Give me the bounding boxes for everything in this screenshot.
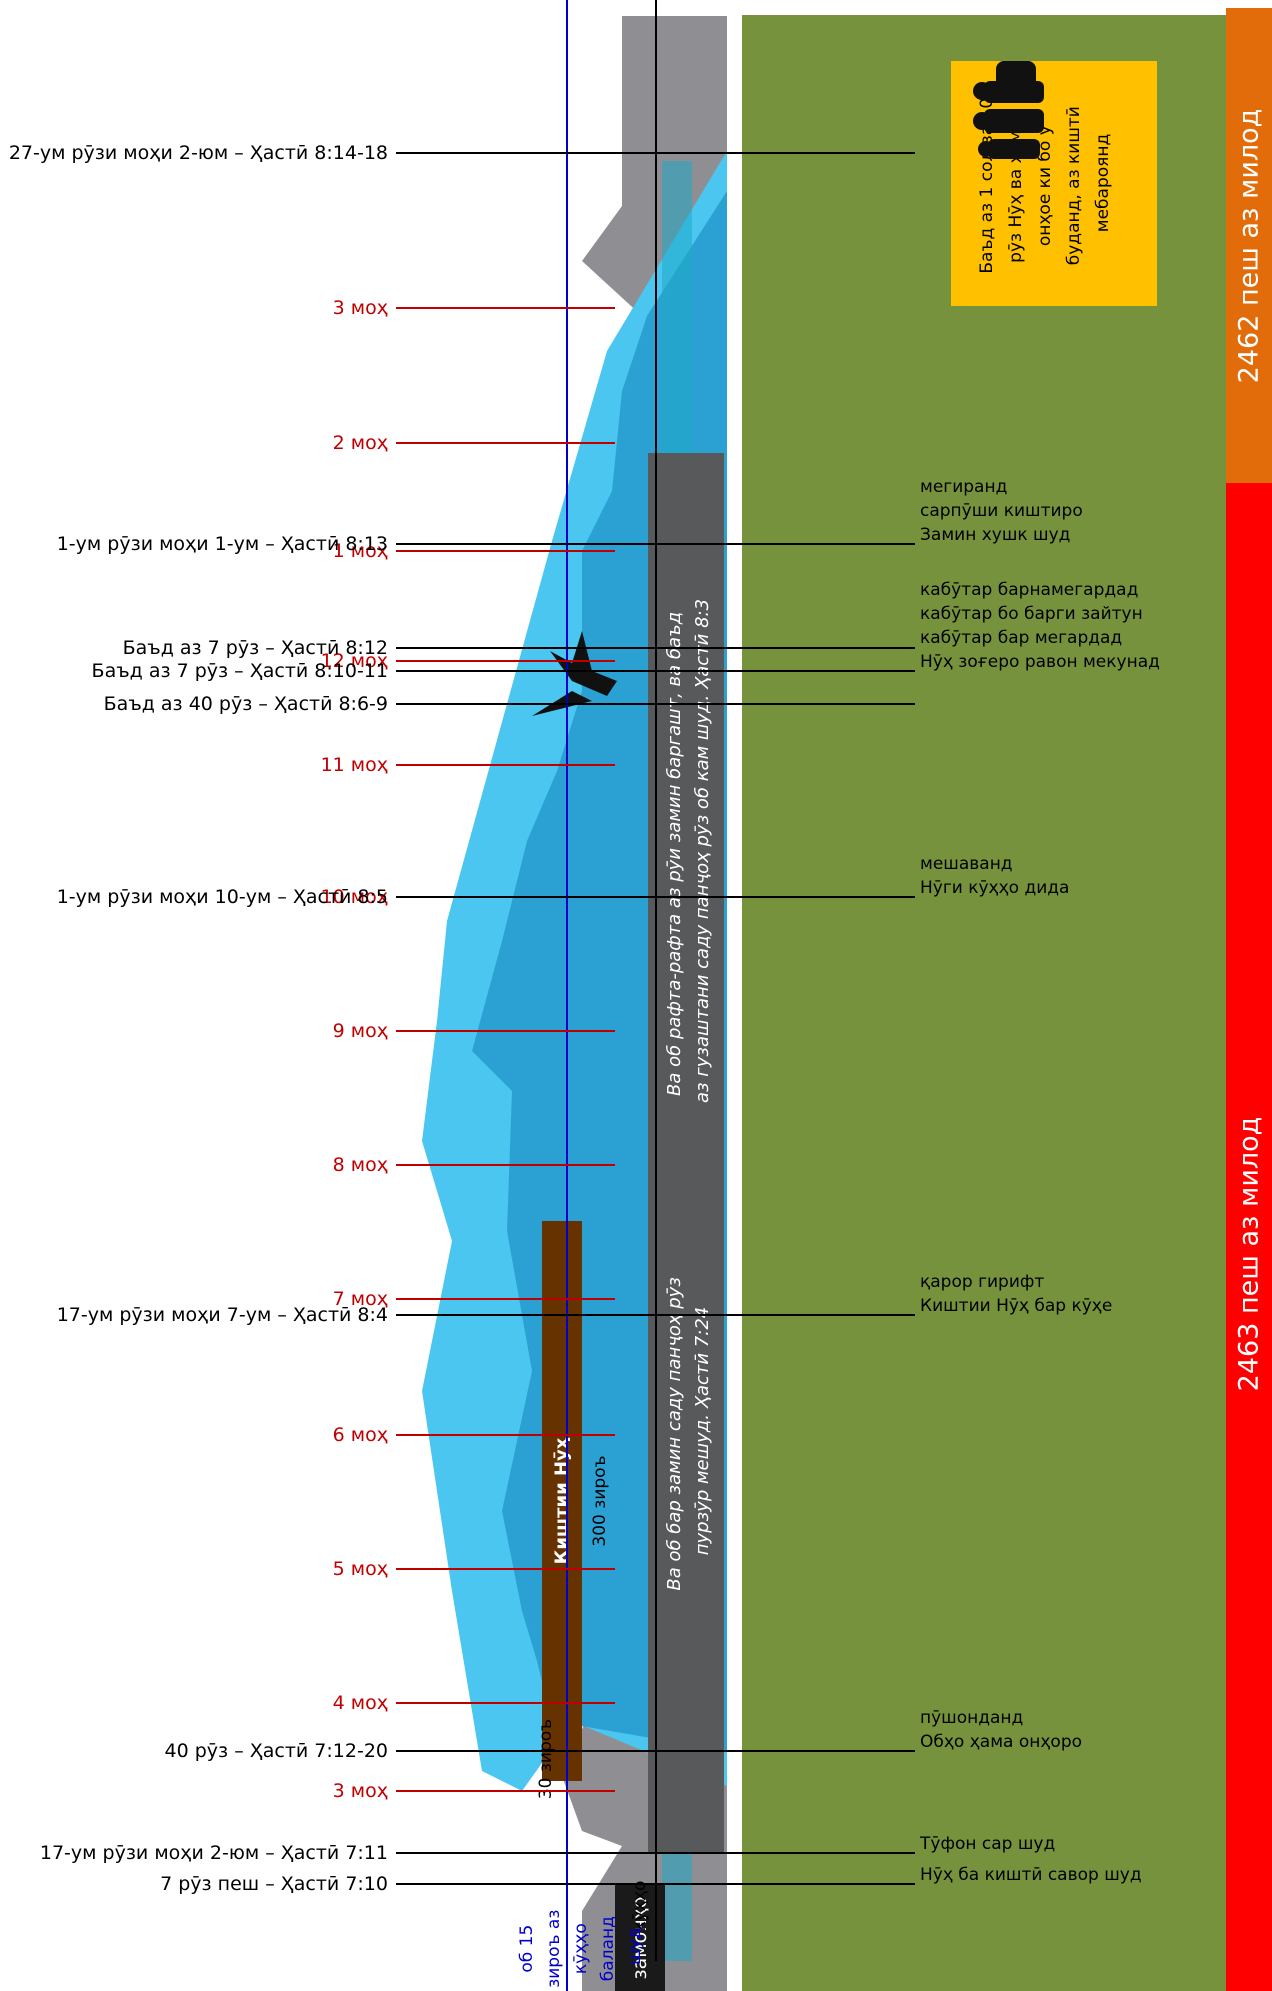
water-level-line-3: кӯҳҳо — [571, 1923, 591, 1974]
day-label: 27-ум рӯзи моҳи 2-юм – Ҳастӣ 8:14-18 — [9, 142, 388, 164]
quote-box — [648, 453, 724, 1853]
quote-second-line-2: аз гузаштани саду панҷоҳ рӯз об кам шуд.… — [692, 599, 713, 1103]
event-label: Тӯфон сар шуд — [919, 1834, 1055, 1854]
era-label-upper: 2462 пеш аз милод — [1234, 109, 1265, 384]
day-label: Баъд аз 7 рӯз – Ҳастӣ 8:10-11 — [92, 660, 388, 682]
event-label: кабӯтар барнамегардад — [920, 580, 1138, 600]
event-label: Киштии Нӯҳ бар кӯҳе — [920, 1296, 1112, 1316]
ark-length: 300 зироъ — [590, 1455, 610, 1546]
era-bar-upper — [1226, 8, 1272, 483]
event-label: қарор гирифт — [920, 1272, 1044, 1292]
day-label: Баъд аз 40 рӯз – Ҳастӣ 8:6-9 — [104, 693, 388, 715]
quote-second: Ва об рафта-рафта аз рӯи замин баргашт, … — [664, 599, 713, 1103]
event-label: пӯшонданд — [920, 1708, 1023, 1728]
quote-first-line-2: пурзӯр мешуд. Ҳастӣ 7:24 — [692, 1307, 713, 1555]
month-label: 1 моҳ — [333, 540, 388, 562]
event-label: сарпӯши киштиро — [920, 501, 1083, 521]
event-label: Нӯҳ ба киштӣ савор шуд — [920, 1865, 1142, 1885]
ark-height: 30 зироъ — [536, 1719, 556, 1799]
quote-first-line-1: Ва об бар замин саду панҷоҳ рӯз — [664, 1277, 685, 1591]
day-lines: 7 рӯз пеш – Ҳастӣ 7:10 17-ум рӯзи моҳи 2-… — [9, 142, 915, 1895]
day-label: 1-ум рӯзи моҳи 10-ум – Ҳастӣ 8:5 — [57, 886, 388, 908]
note-line-4: буданд, аз киштӣ — [1064, 106, 1084, 265]
day-label: 17-ум рӯзи моҳи 2-юм – Ҳастӣ 7:11 — [40, 1842, 388, 1864]
event-label: мегиранд — [920, 477, 1007, 497]
event-labels: Нӯҳ ба киштӣ савор шуд Тӯфон сар шуд Обҳо … — [919, 477, 1160, 1885]
event-label: Обҳо ҳама онҳоро — [920, 1732, 1082, 1752]
note-box — [951, 61, 1157, 306]
times-label: замонҳо — [629, 1897, 651, 1980]
people-silhouette-icon — [973, 61, 1044, 159]
day-label: 7 рӯз пеш – Ҳастӣ 7:10 — [160, 1873, 388, 1895]
mountains-label: кӯҳҳо — [630, 1881, 650, 1932]
water-level-line-4: баланд — [598, 1916, 618, 1981]
month-label: 3 моҳ — [333, 297, 388, 319]
note-line-3: онҳое ки бо ӯ — [1035, 125, 1055, 246]
event-label: мешаванд — [920, 854, 1013, 874]
event-label: кабӯтар бар мегардад — [920, 628, 1122, 648]
ground-band — [742, 15, 1226, 1991]
month-label: 5 моҳ — [333, 1558, 388, 1580]
month-label: 12 моҳ — [321, 650, 388, 672]
day-label: 40 рӯз – Ҳастӣ 7:12-20 — [165, 1740, 388, 1762]
month-label: 11 моҳ — [321, 754, 388, 776]
water-level-line-5: шуд — [625, 1927, 645, 1964]
era-bar-lower — [1226, 483, 1272, 1991]
water-level-label: об 15 зироъ аз кӯҳҳо баланд шуд — [517, 1904, 645, 1988]
day-label: 17-ум рӯзи моҳи 7-ум – Ҳастӣ 8:4 — [57, 1304, 388, 1326]
water-level-line-2: зироъ аз — [544, 1910, 564, 1988]
month-label: 3 моҳ — [333, 1780, 388, 1802]
month-label: 6 моҳ — [333, 1424, 388, 1446]
month-label: 9 моҳ — [333, 1020, 388, 1042]
month-label: 2 моҳ — [333, 432, 388, 454]
era-label-lower: 2463 пеш аз милод — [1234, 1117, 1265, 1392]
event-label: Нӯги кӯҳҳо дида — [920, 878, 1069, 898]
day-label: Баъд аз 7 рӯз – Ҳастӣ 8:12 — [123, 637, 388, 659]
event-label: кабӯтар бо барги зайтун — [920, 604, 1143, 624]
quote-second-line-1: Ва об рафта-рафта аз рӯи замин баргашт, … — [664, 612, 685, 1096]
month-label: 10 моҳ — [321, 886, 388, 908]
month-label: 4 моҳ — [333, 1692, 388, 1714]
event-label: Замин хушк шуд — [920, 525, 1070, 545]
ark-title: Киштии Нӯҳ — [552, 1437, 573, 1564]
month-label: 7 моҳ — [333, 1288, 388, 1310]
day-label: 1-ум рӯзи моҳи 1-ум – Ҳастӣ 8:13 — [57, 533, 388, 555]
month-lines: 3 моҳ 4 моҳ 5 моҳ 6 моҳ 7 моҳ 8 моҳ 9 моҳ 10 мо… — [321, 297, 615, 1802]
water-level-line-1: об 15 — [517, 1925, 537, 1973]
event-label: Нӯҳ зоғеро равон мекунад — [920, 652, 1160, 672]
note-line-5: мебароянд — [1093, 134, 1113, 232]
quote-first: Ва об бар замин саду панҷоҳ рӯз пурзӯр м… — [664, 1271, 713, 1590]
month-label: 8 моҳ — [333, 1154, 388, 1176]
